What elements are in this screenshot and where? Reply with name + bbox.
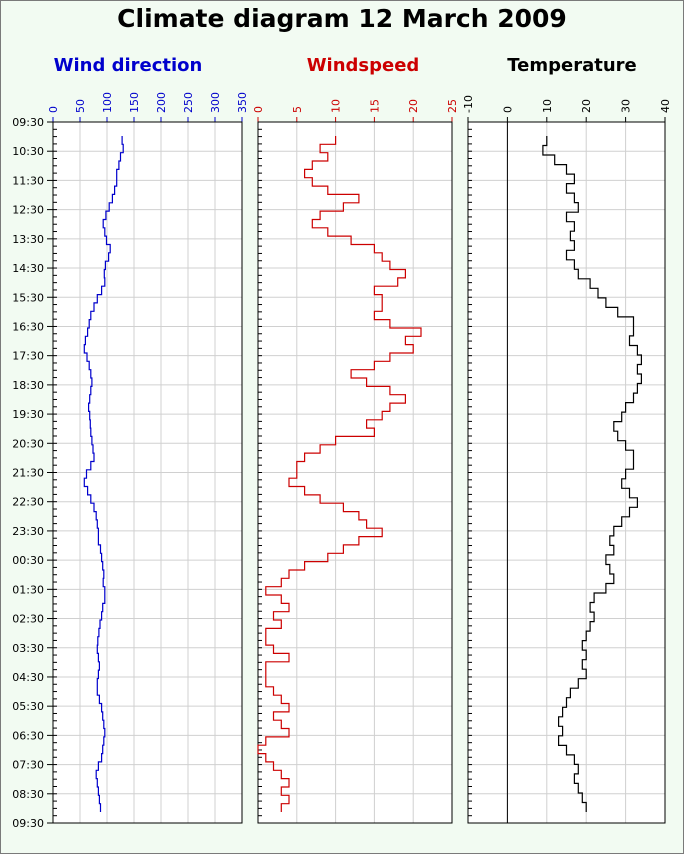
time-tick-label: 13:30 bbox=[12, 233, 44, 246]
value-tick-label: 250 bbox=[182, 92, 195, 113]
time-tick-label: 23:30 bbox=[12, 525, 44, 538]
value-tick-label: 40 bbox=[659, 99, 672, 113]
time-tick-label: 02:30 bbox=[12, 613, 44, 626]
value-tick-label: 0 bbox=[47, 106, 60, 113]
time-tick-label: 09:30 bbox=[12, 817, 44, 830]
value-tick-label: 10 bbox=[541, 99, 554, 113]
windspeed-panel: Windspeed 0 5 10 15 20 25 bbox=[252, 55, 459, 824]
time-tick-label: 09:30 bbox=[12, 116, 44, 129]
value-tick-label: 150 bbox=[128, 92, 141, 113]
series-line bbox=[542, 136, 642, 812]
temperature-title: Temperature bbox=[507, 55, 636, 76]
temperature-panel: Temperature -10 0 10 20 30 40 bbox=[462, 55, 672, 824]
value-tick-label: 30 bbox=[620, 99, 633, 113]
time-tick-label: 00:30 bbox=[12, 554, 44, 567]
time-tick-label: 11:30 bbox=[12, 174, 44, 187]
plot-border bbox=[52, 121, 243, 824]
value-tick-label: 350 bbox=[236, 92, 249, 113]
time-tick-label: 10:30 bbox=[12, 145, 44, 158]
value-tick-label: 300 bbox=[209, 92, 222, 113]
chart-title: Climate diagram 12 March 2009 bbox=[117, 4, 567, 33]
windspeed-title: Windspeed bbox=[307, 55, 420, 76]
value-tick-label: 5 bbox=[291, 106, 304, 113]
series-line bbox=[83, 136, 124, 812]
time-tick-label: 16:30 bbox=[12, 320, 44, 333]
time-axis: 09:30 10:30 11:30 12:30 13:30 14:30 15:30 16:30… bbox=[12, 116, 53, 830]
time-tick-label: 19:30 bbox=[12, 408, 44, 421]
value-tick-label: 20 bbox=[407, 99, 420, 113]
value-tick-label: 25 bbox=[446, 99, 459, 113]
time-tick-label: 22:30 bbox=[12, 496, 44, 509]
value-tick-label: 50 bbox=[74, 99, 87, 113]
time-tick-label: 03:30 bbox=[12, 642, 44, 655]
time-tick-label: 20:30 bbox=[12, 437, 44, 450]
time-tick-label: 01:30 bbox=[12, 583, 44, 596]
value-tick-label: 100 bbox=[101, 92, 114, 113]
time-tick-label: 21:30 bbox=[12, 467, 44, 480]
value-tick-label: -10 bbox=[462, 95, 475, 113]
wind-direction-panel: Wind direction 0 50 100 150 200 250 300 350 bbox=[47, 55, 249, 824]
time-tick-label: 08:30 bbox=[12, 788, 44, 801]
time-tick-label: 14:30 bbox=[12, 262, 44, 275]
time-tick-label: 18:30 bbox=[12, 379, 44, 392]
time-tick-label: 04:30 bbox=[12, 671, 44, 684]
time-tick-label: 06:30 bbox=[12, 729, 44, 742]
value-tick-label: 0 bbox=[252, 106, 265, 113]
series-line bbox=[257, 136, 422, 812]
wind-direction-title: Wind direction bbox=[54, 55, 203, 76]
time-tick-label: 15:30 bbox=[12, 291, 44, 304]
plot-border bbox=[467, 121, 666, 824]
time-tick-label: 12:30 bbox=[12, 204, 44, 217]
plot-border bbox=[257, 121, 453, 824]
value-tick-label: 200 bbox=[155, 92, 168, 113]
value-tick-label: 20 bbox=[580, 99, 593, 113]
value-tick-label: 10 bbox=[330, 99, 343, 113]
time-tick-label: 07:30 bbox=[12, 759, 44, 772]
time-tick-label: 05:30 bbox=[12, 700, 44, 713]
value-tick-label: 0 bbox=[501, 106, 514, 113]
value-tick-label: 15 bbox=[368, 99, 381, 113]
time-tick-label: 17:30 bbox=[12, 350, 44, 363]
